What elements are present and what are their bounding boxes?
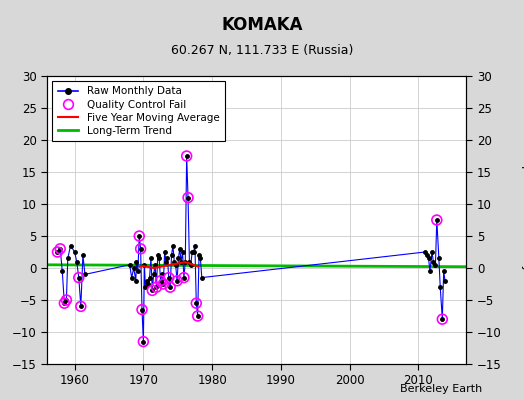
Five Year Moving Average [174, 261, 181, 266]
Five Year Moving Average [181, 260, 188, 265]
Quality Control Fail [165, 274, 173, 281]
Quality Control Fail [139, 338, 148, 345]
Quality Control Fail [74, 274, 83, 281]
Five Year Moving Average [168, 262, 174, 267]
Raw Monthly Data [139, 307, 145, 312]
Quality Control Fail [56, 246, 64, 252]
Raw Monthly Data [442, 278, 448, 283]
Five Year Moving Average [140, 264, 147, 268]
Five Year Moving Average [178, 260, 184, 265]
Raw Monthly Data [155, 253, 161, 258]
Quality Control Fail [433, 217, 441, 223]
Quality Control Fail [156, 278, 165, 284]
Quality Control Fail [173, 278, 181, 284]
Five Year Moving Average [188, 262, 194, 266]
Quality Control Fail [184, 194, 192, 201]
Raw Monthly Data [172, 262, 179, 267]
Line: Five Year Moving Average: Five Year Moving Average [140, 262, 199, 268]
Raw Monthly Data [154, 285, 160, 290]
Quality Control Fail [138, 306, 146, 313]
Five Year Moving Average [144, 264, 150, 269]
Five Year Moving Average [147, 265, 154, 270]
Quality Control Fail [166, 284, 174, 290]
Quality Control Fail [136, 246, 145, 252]
Five Year Moving Average [161, 264, 167, 268]
Y-axis label: Temperature Anomaly (°C): Temperature Anomaly (°C) [521, 141, 524, 299]
Quality Control Fail [182, 153, 191, 159]
Quality Control Fail [77, 303, 85, 310]
Quality Control Fail [192, 300, 201, 306]
Quality Control Fail [180, 274, 188, 281]
Quality Control Fail [152, 284, 161, 290]
Five Year Moving Average [195, 264, 202, 269]
Legend: Raw Monthly Data, Quality Control Fail, Five Year Moving Average, Long-Term Tren: Raw Monthly Data, Quality Control Fail, … [52, 81, 225, 141]
Five Year Moving Average [171, 262, 178, 266]
Five Year Moving Average [165, 263, 171, 268]
Quality Control Fail [438, 316, 446, 322]
Five Year Moving Average [154, 265, 160, 270]
Quality Control Fail [148, 287, 157, 294]
Quality Control Fail [135, 233, 144, 239]
Raw Monthly Data [140, 339, 147, 344]
Raw Monthly Data [190, 250, 196, 254]
Text: KOMAKA: KOMAKA [221, 16, 303, 34]
Quality Control Fail [159, 281, 168, 287]
Raw Monthly Data [136, 234, 143, 238]
Five Year Moving Average [185, 260, 191, 265]
Raw Monthly Data [54, 250, 61, 254]
Text: Berkeley Earth: Berkeley Earth [400, 384, 482, 394]
Five Year Moving Average [150, 266, 157, 270]
Line: Raw Monthly Data: Raw Monthly Data [56, 154, 447, 343]
Five Year Moving Average [192, 263, 198, 268]
Five Year Moving Average [157, 264, 163, 269]
Quality Control Fail [62, 297, 71, 303]
Quality Control Fail [60, 300, 69, 306]
Quality Control Fail [193, 313, 202, 319]
Raw Monthly Data [183, 154, 190, 158]
Text: 60.267 N, 111.733 E (Russia): 60.267 N, 111.733 E (Russia) [171, 44, 353, 57]
Five Year Moving Average [137, 264, 143, 269]
Quality Control Fail [53, 249, 62, 255]
